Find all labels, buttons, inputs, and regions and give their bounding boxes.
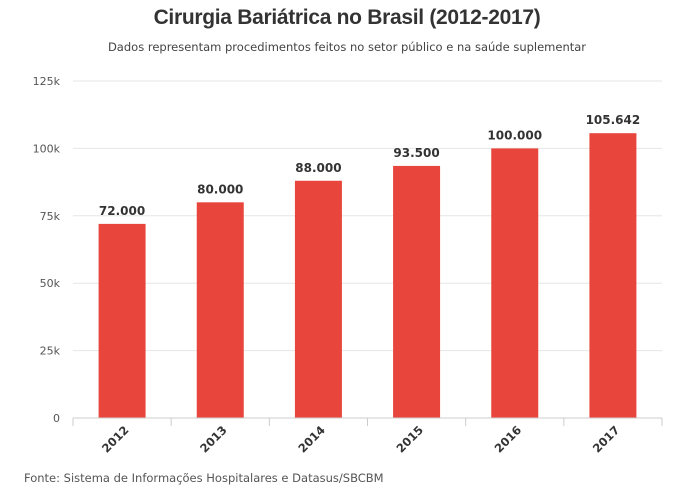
bar-2016 bbox=[491, 148, 539, 418]
data-label-2015: 93.500 bbox=[393, 146, 439, 160]
x-tick-label-2013: 2013 bbox=[197, 423, 230, 456]
y-tick-label: 75k bbox=[40, 210, 61, 223]
x-tick-label-2016: 2016 bbox=[492, 423, 525, 456]
x-axis: 2012 2013 2014 2015 2016 2017 bbox=[72, 417, 663, 456]
bar-2014 bbox=[294, 180, 342, 418]
y-tick-label: 125k bbox=[33, 75, 61, 88]
bars bbox=[98, 133, 637, 419]
y-tick-label: 50k bbox=[40, 277, 61, 290]
x-tick-label-2014: 2014 bbox=[295, 423, 328, 456]
y-tick-label: 25k bbox=[40, 345, 61, 358]
x-tick-label-2015: 2015 bbox=[393, 423, 426, 456]
bar-2013 bbox=[196, 202, 244, 418]
y-axis-tick-labels: 0 25k 50k 75k 100k 125k bbox=[33, 75, 61, 425]
bar-2017 bbox=[589, 133, 637, 419]
y-tick-label: 100k bbox=[33, 142, 61, 155]
data-label-2017: 105.642 bbox=[586, 113, 641, 127]
chart-title: Cirurgia Bariátrica no Brasil (2012-2017… bbox=[153, 6, 541, 29]
data-label-2012: 72.000 bbox=[99, 204, 145, 218]
chart-subtitle: Dados representam procedimentos feitos n… bbox=[107, 40, 587, 54]
y-tick-label: 0 bbox=[53, 412, 60, 425]
grid-lines bbox=[73, 80, 662, 352]
bar-2012 bbox=[98, 223, 146, 418]
data-label-2014: 88.000 bbox=[295, 161, 341, 175]
data-label-2013: 80.000 bbox=[197, 182, 243, 196]
x-tick-label-2012: 2012 bbox=[99, 423, 132, 456]
data-labels: 72.000 80.000 88.000 93.500 100.000 105.642 bbox=[99, 113, 640, 218]
bar-2015 bbox=[393, 165, 441, 418]
x-tick-label-2017: 2017 bbox=[590, 423, 623, 456]
source-note: Fonte: Sistema de Informações Hospitalar… bbox=[24, 471, 384, 485]
data-label-2016: 100.000 bbox=[487, 128, 542, 142]
